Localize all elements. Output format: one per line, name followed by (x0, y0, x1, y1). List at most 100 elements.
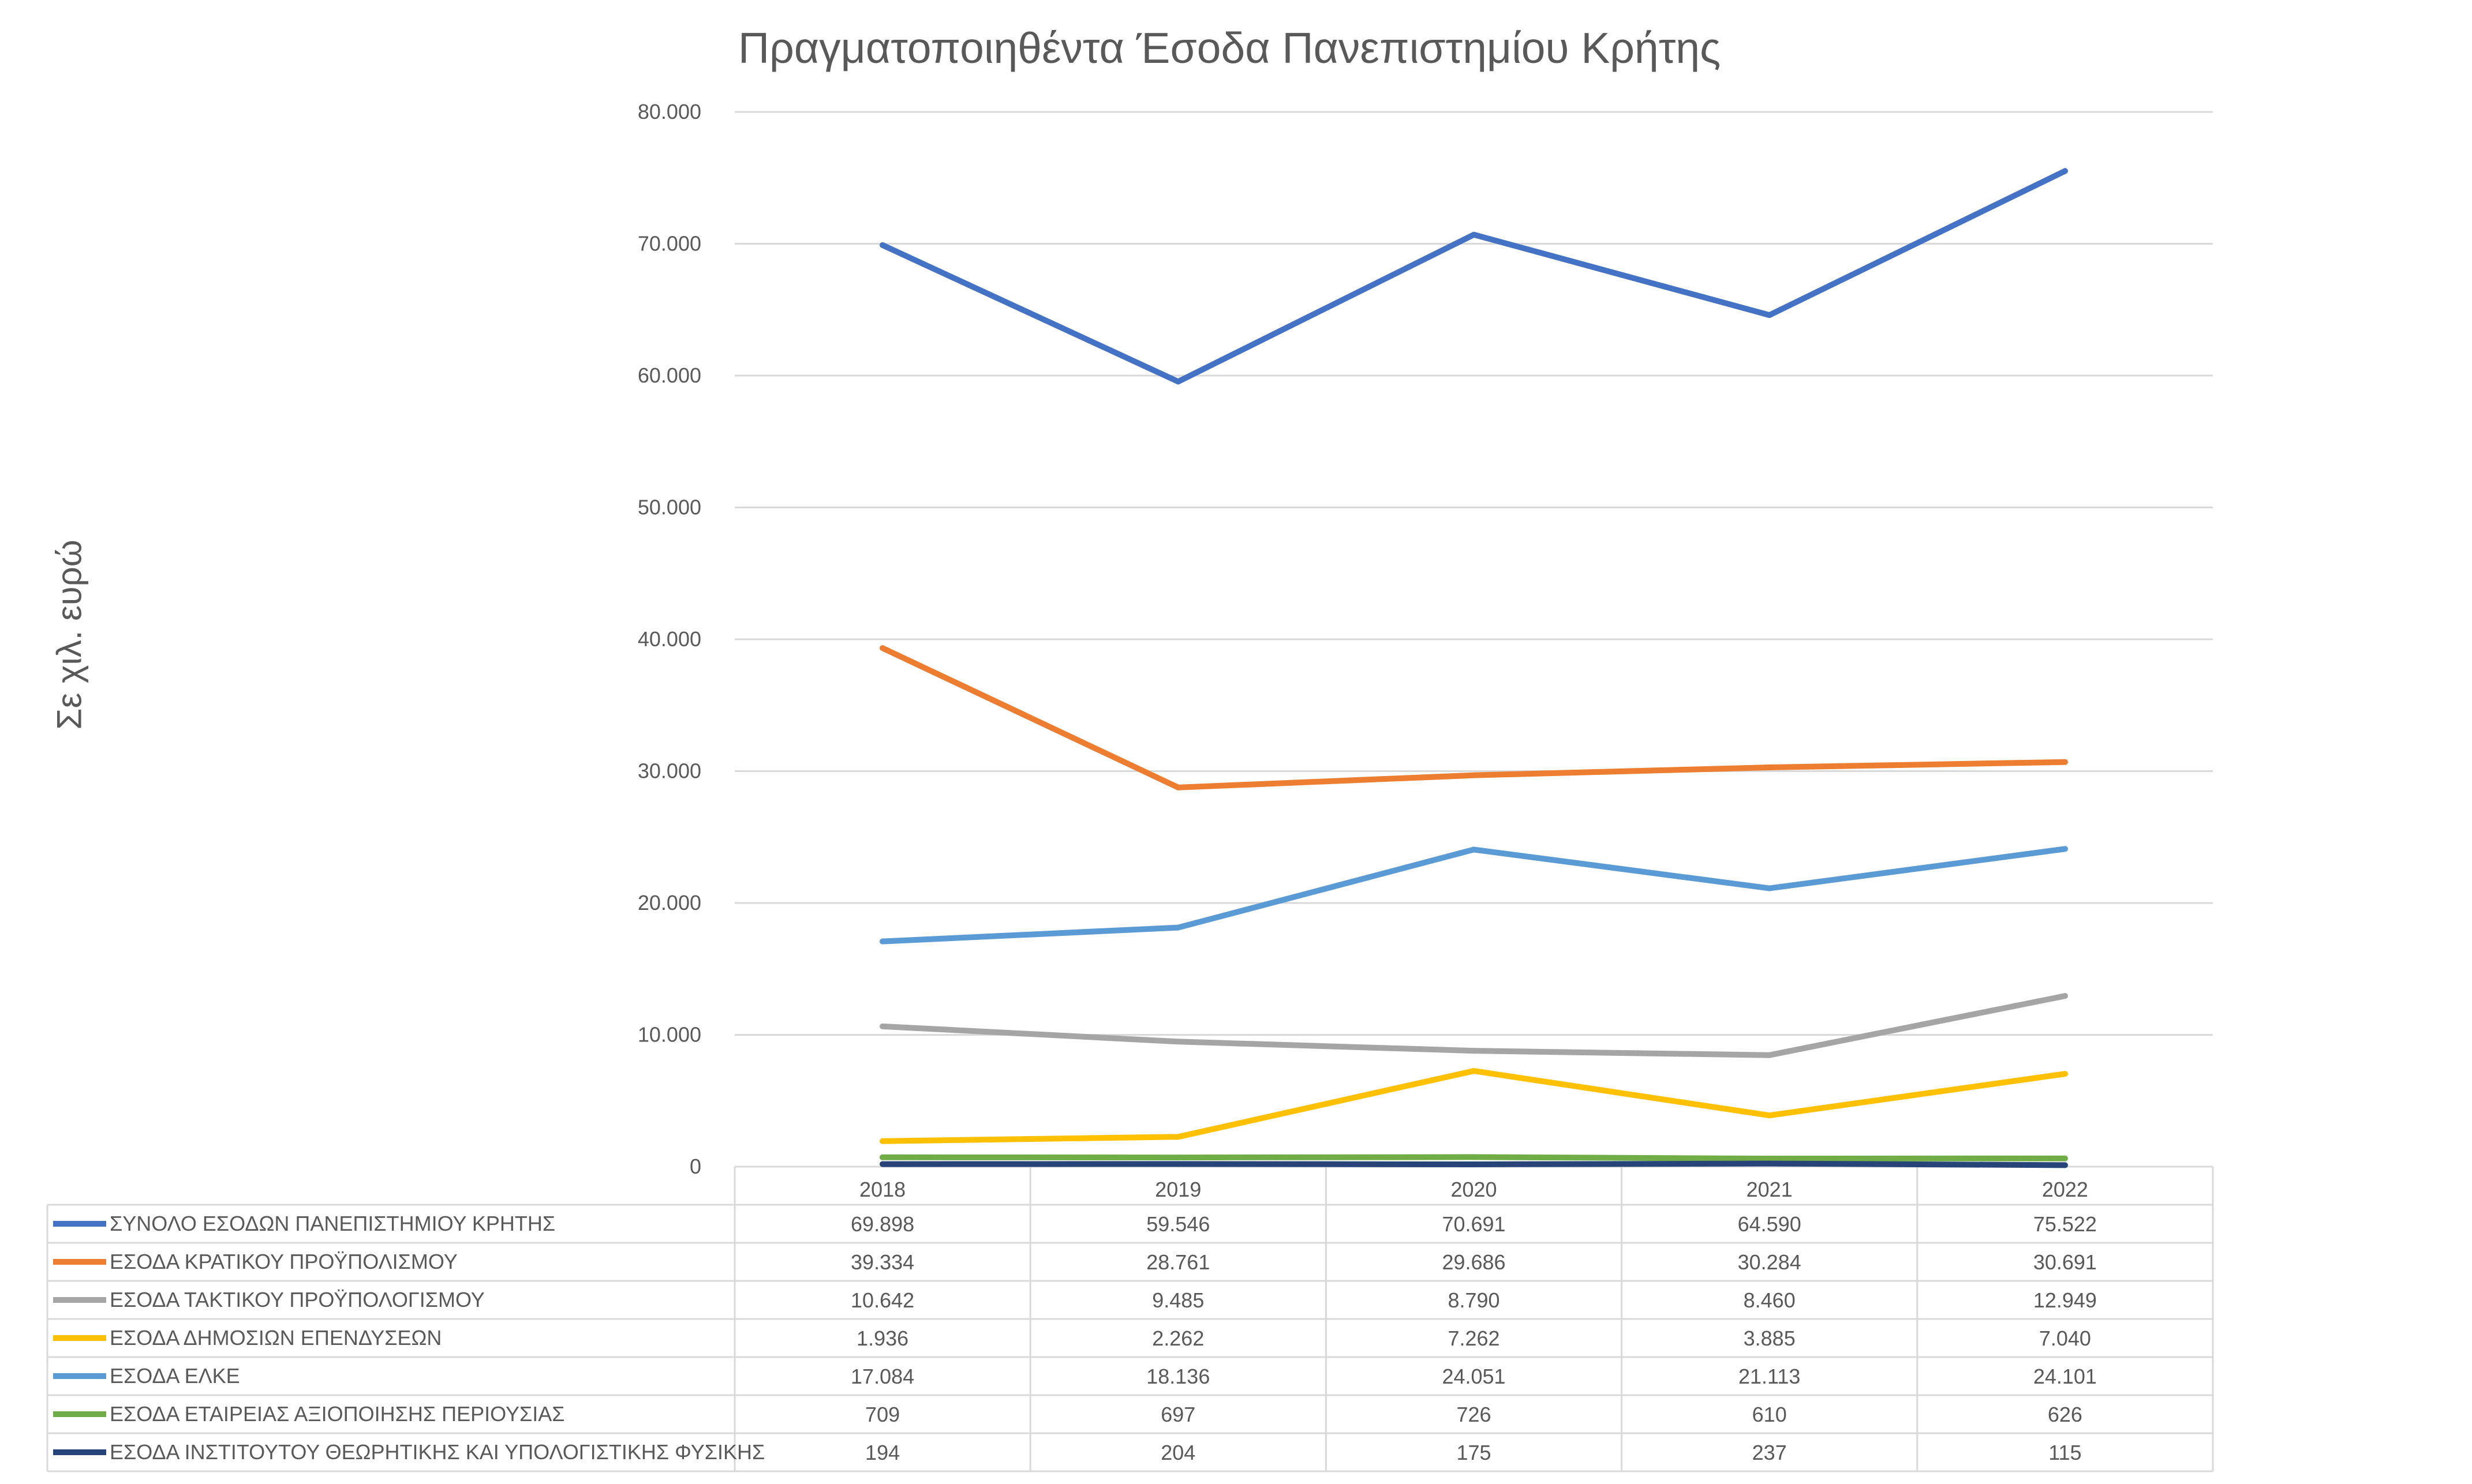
data-point (1175, 1039, 1181, 1045)
series-name: ΕΣΟΔΑ ΚΡΑΤΙΚΟΥ ΠΡΟΫΠΟΛΙΣΜΟΥ (110, 1250, 458, 1273)
table-cell-value: 610 (1752, 1403, 1787, 1426)
series-line (880, 846, 2068, 945)
table-cell-value: 175 (1456, 1441, 1491, 1464)
table-cell-value: 75.522 (2033, 1212, 2097, 1236)
table-cell-value: 18.136 (1146, 1365, 1210, 1388)
data-point (1175, 1134, 1181, 1140)
data-point (1471, 1068, 1477, 1074)
table-cell-value: 17.084 (851, 1365, 914, 1388)
x-category-label: 2020 (1450, 1178, 1497, 1201)
table-row: ΕΣΟΔΑ ΕΤΑΙΡΕΙΑΣ ΑΞΙΟΠΟΙΗΣΗΣ ΠΕΡΙΟΥΣΙΑΣ 70… (53, 1402, 2082, 1426)
series-name: ΕΣΟΔΑ ΙΝΣΤΙΤΟΥΤΟΥ ΘΕΩΡΗΤΙΚΗΣ ΚΑΙ ΥΠΟΛΟΓΙ… (110, 1440, 765, 1464)
series-line (880, 168, 2068, 385)
data-point (2062, 1071, 2068, 1077)
table-cell-value: 30.691 (2033, 1250, 2097, 1274)
data-point (2062, 993, 2068, 999)
table-cell-value: 29.686 (1442, 1250, 1505, 1274)
gridlines (735, 111, 2213, 1036)
data-point (1766, 765, 1772, 771)
y-tick-label: 50.000 (638, 496, 701, 519)
data-point (880, 1023, 886, 1029)
y-tick-label: 30.000 (638, 759, 701, 783)
data-point (2062, 846, 2068, 852)
table-row: ΕΣΟΔΑ ΤΑΚΤΙΚΟΥ ΠΡΟΫΠΟΛΟΓΙΣΜΟΥ 10.642 9.485… (53, 1288, 2097, 1312)
series-line (880, 993, 2068, 1058)
y-tick-label: 40.000 (638, 627, 701, 651)
data-point (1175, 1155, 1181, 1161)
table-cell-value: 2.262 (1152, 1326, 1204, 1350)
x-category-label: 2021 (1747, 1178, 1793, 1201)
table-cell-value: 697 (1161, 1403, 1195, 1426)
series-line (880, 645, 2068, 790)
data-point (1471, 231, 1477, 238)
series-name: ΕΣΟΔΑ ΕΤΑΙΡΕΙΑΣ ΑΞΙΟΠΟΙΗΣΗΣ ΠΕΡΙΟΥΣΙΑΣ (110, 1402, 565, 1426)
table-cell-value: 7.040 (2039, 1326, 2091, 1350)
data-point (1175, 924, 1181, 931)
data-point (2062, 1162, 2068, 1168)
chart-title: Πραγματοποιηθέντα Έσοδα Πανεπιστημίου Κρ… (738, 24, 1721, 72)
data-point (880, 242, 886, 248)
table-cell-value: 30.284 (1738, 1250, 1801, 1274)
y-axis-ticks: 0 10.000 20.000 30.000 40.000 50.000 60.000 70.… (638, 100, 701, 1178)
table-cell-value: 726 (1456, 1403, 1491, 1426)
data-point (880, 938, 886, 945)
data-point (1766, 1112, 1772, 1119)
series-name: ΕΣΟΔΑ ΤΑΚΤΙΚΟΥ ΠΡΟΫΠΟΛΟΓΙΣΜΟΥ (110, 1288, 485, 1311)
table-row: ΕΣΟΔΑ ΔΗΜΟΣΙΩΝ ΕΠΕΝΔΥΣΕΩΝ 1.936 2.262 7.262… (53, 1326, 2091, 1350)
data-point (1766, 1156, 1772, 1162)
table-cell-value: 8.790 (1448, 1288, 1499, 1312)
y-tick-label: 70.000 (638, 232, 701, 256)
table-cell-value: 24.101 (2033, 1365, 2097, 1388)
data-point (1471, 1048, 1477, 1054)
series-line (880, 1068, 2068, 1144)
table-cell-value: 70.691 (1442, 1212, 1505, 1236)
series-name: ΣΥΝΟΛΟ ΕΣΟΔΩΝ ΠΑΝΕΠΙΣΤΗΜΙΟΥ ΚΡΗΤΗΣ (110, 1212, 555, 1235)
y-tick-label: 20.000 (638, 891, 701, 915)
table-cell-value: 24.051 (1442, 1365, 1505, 1388)
data-point (880, 1154, 886, 1160)
data-point (1175, 1161, 1181, 1167)
table-cell-value: 237 (1752, 1441, 1787, 1464)
table-row: ΕΣΟΔΑ ΕΛΚΕ 17.084 18.136 24.051 21.113 24.101 (53, 1364, 2097, 1388)
data-point (880, 1161, 886, 1167)
table-cell-value: 3.885 (1744, 1326, 1796, 1350)
table-cell-value: 39.334 (851, 1250, 914, 1274)
table-cell-value: 9.485 (1152, 1288, 1204, 1312)
data-point (2062, 168, 2068, 174)
table-cell-value: 28.761 (1146, 1250, 1210, 1274)
series-lines (880, 168, 2068, 1168)
data-point (1766, 885, 1772, 891)
table-cell-value: 10.642 (851, 1288, 914, 1312)
table-cell-value: 626 (2048, 1403, 2082, 1426)
table-cell-value: 69.898 (851, 1212, 914, 1236)
table-cell-value: 59.546 (1146, 1212, 1210, 1236)
series-name: ΕΣΟΔΑ ΔΗΜΟΣΙΩΝ ΕΠΕΝΔΥΣΕΩΝ (110, 1326, 442, 1350)
y-tick-label: 80.000 (638, 100, 701, 123)
table-cell-value: 21.113 (1738, 1365, 1800, 1388)
table-cell-value: 709 (865, 1403, 900, 1426)
y-tick-label: 0 (690, 1155, 701, 1178)
table-cell-value: 7.262 (1448, 1326, 1499, 1350)
table-cell-value: 194 (865, 1441, 900, 1464)
x-category-label: 2022 (2042, 1178, 2088, 1201)
table-row: ΕΣΟΔΑ ΚΡΑΤΙΚΟΥ ΠΡΟΫΠΟΛΙΣΜΟΥ 39.334 28.761 2… (53, 1250, 2097, 1274)
data-point (1471, 1154, 1477, 1160)
y-tick-label: 10.000 (638, 1023, 701, 1047)
x-category-label: 2019 (1155, 1178, 1201, 1201)
table-cell-value: 8.460 (1744, 1288, 1796, 1312)
series-name: ΕΣΟΔΑ ΕΛΚΕ (110, 1364, 240, 1388)
data-table: 2018 2019 2020 2021 2022 ΣΥΝΟΛΟ ΕΣΟΔΩΝ ΠΑΝΕΠΙ… (46, 1166, 2214, 1472)
data-point (1175, 379, 1181, 385)
table-cell-value: 64.590 (1738, 1212, 1801, 1236)
y-tick-label: 60.000 (638, 363, 701, 387)
table-row: ΕΣΟΔΑ ΙΝΣΤΙΤΟΥΤΟΥ ΘΕΩΡΗΤΙΚΗΣ ΚΑΙ ΥΠΟΛΟΓΙ… (53, 1440, 2082, 1464)
data-point (2062, 759, 2068, 765)
table-cell-value: 115 (2048, 1441, 2081, 1464)
data-point (1766, 312, 1772, 318)
table-row: ΣΥΝΟΛΟ ΕΣΟΔΩΝ ΠΑΝΕΠΙΣΤΗΜΙΟΥ ΚΡΗΤΗΣ 69.898… (53, 1212, 2097, 1236)
data-point (1766, 1160, 1772, 1167)
data-point (880, 1138, 886, 1144)
data-point (1766, 1052, 1772, 1058)
table-cell-value: 12.949 (2033, 1288, 2097, 1312)
